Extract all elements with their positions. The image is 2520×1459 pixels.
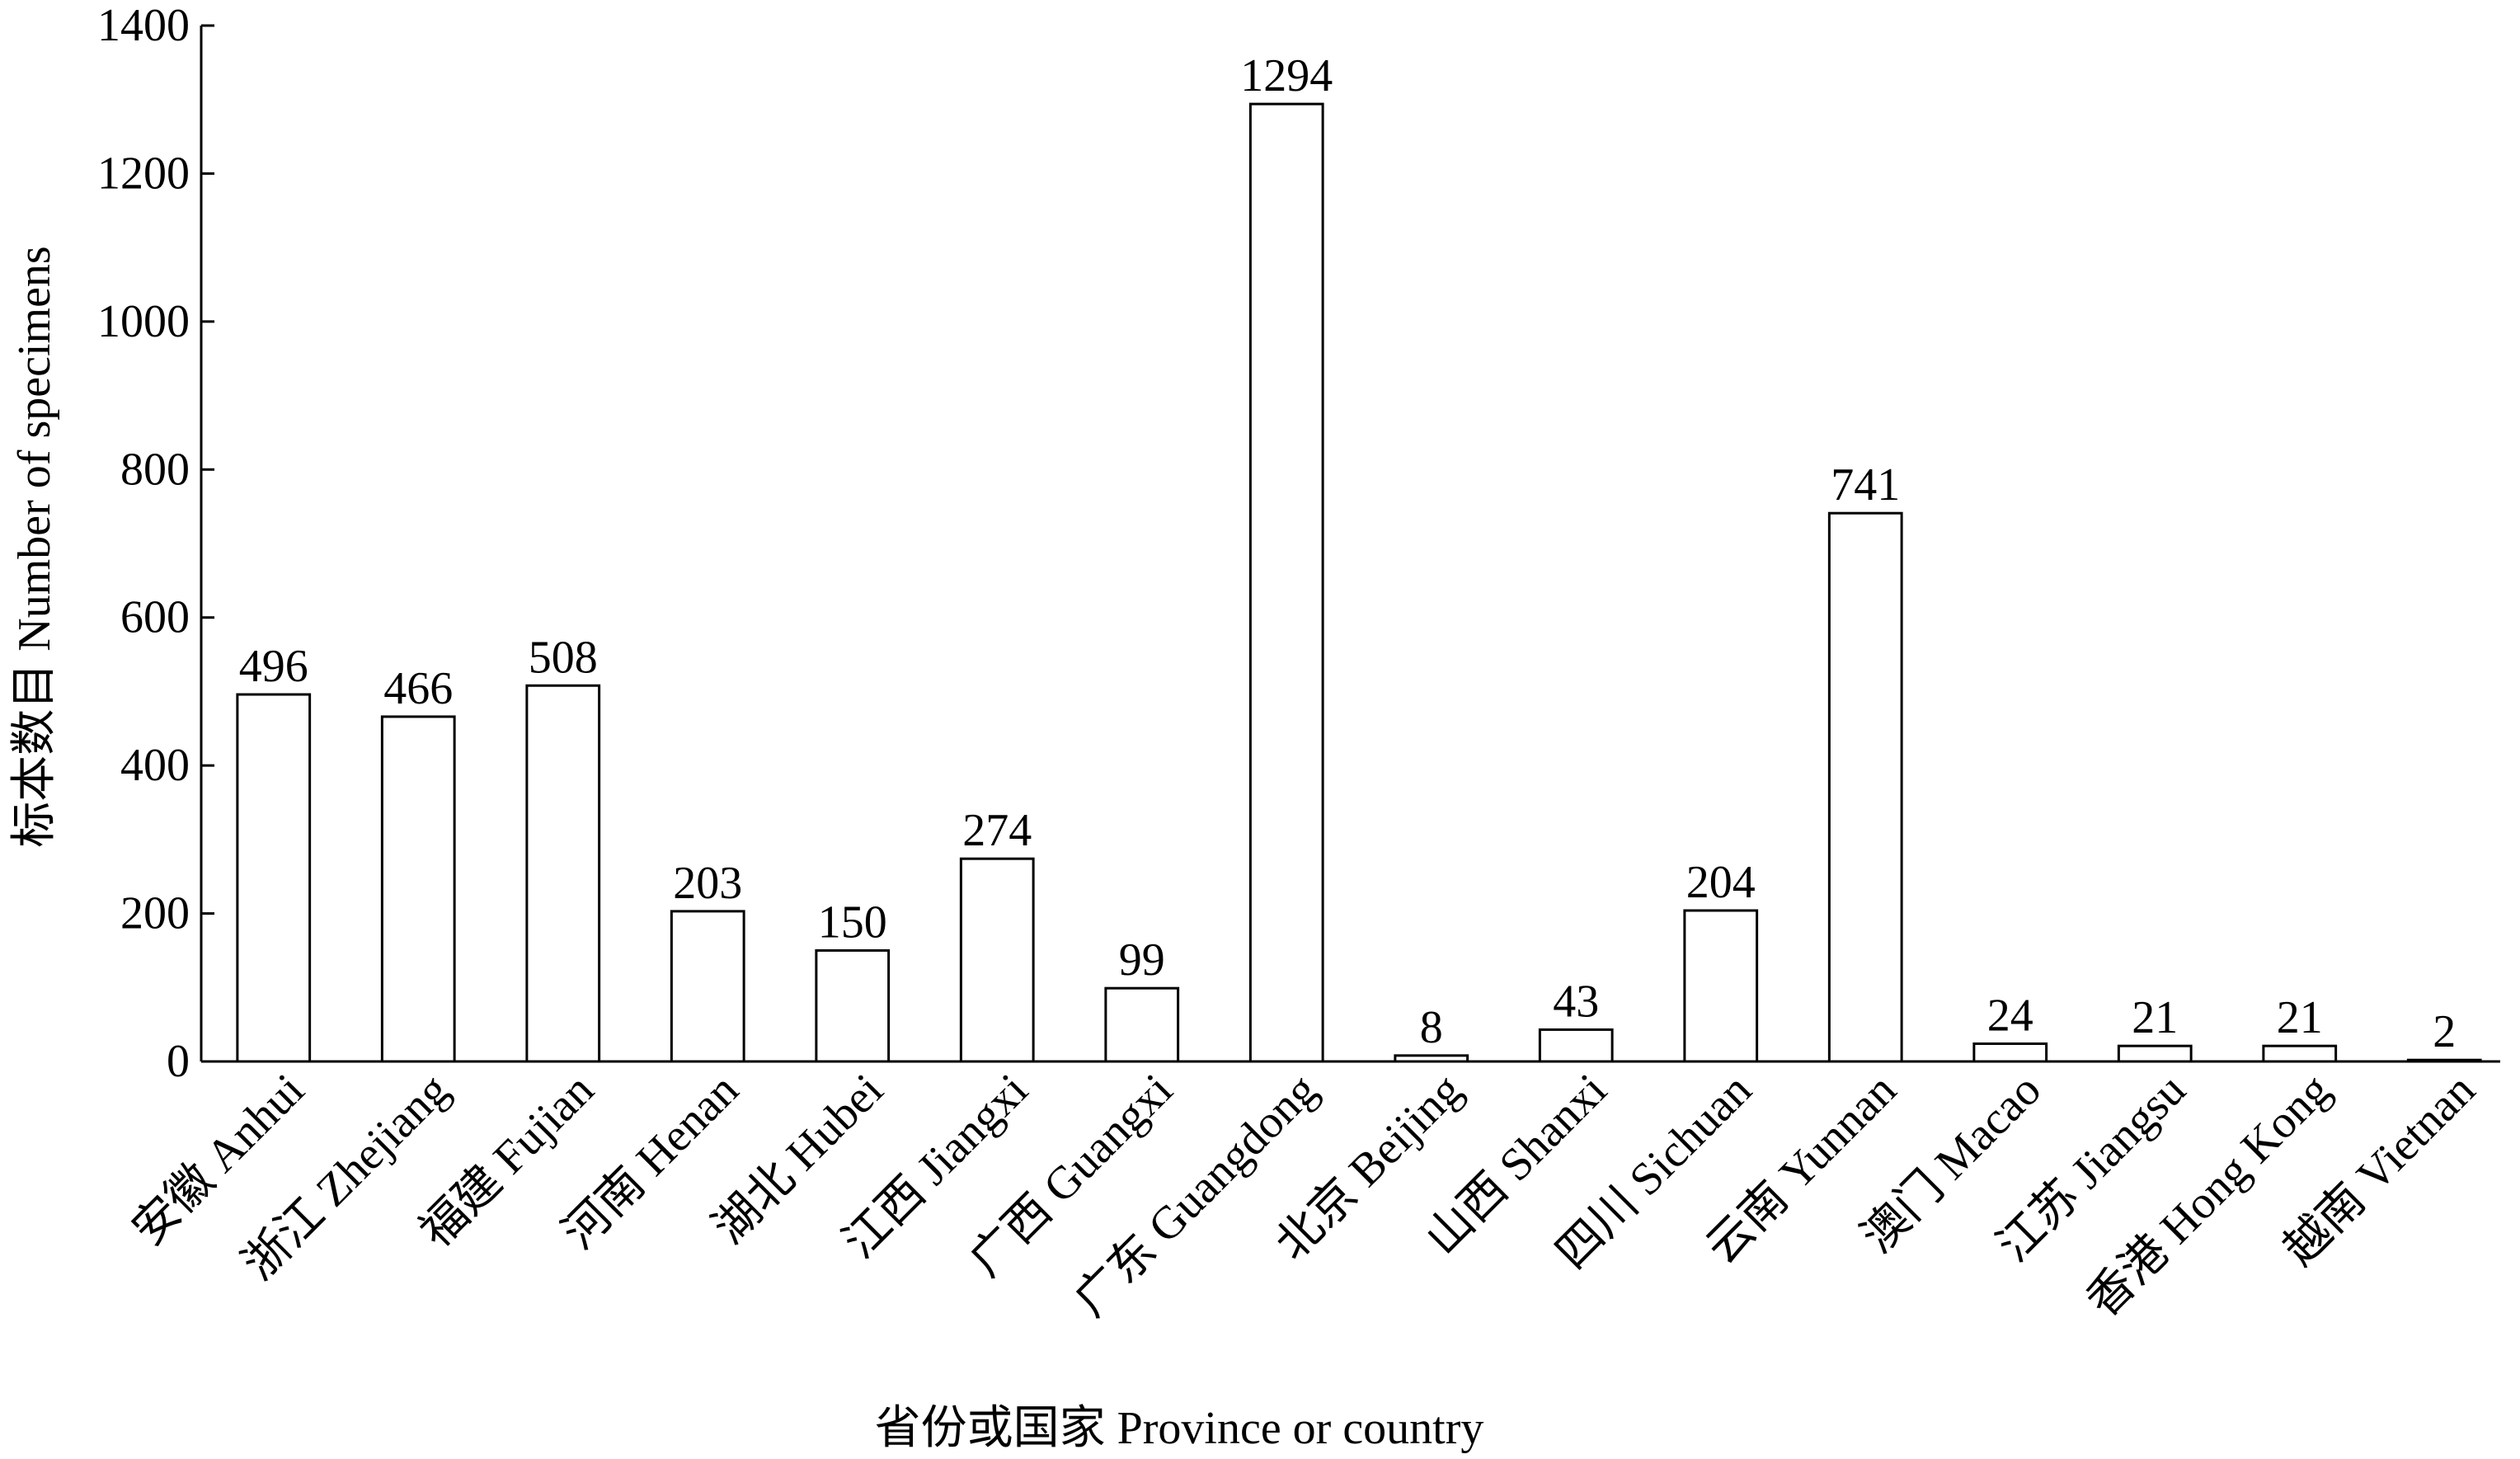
- data-label: 508: [529, 632, 598, 683]
- bar: [1394, 1054, 1469, 1063]
- y-tick-label: 400: [120, 740, 190, 791]
- bar: [236, 693, 312, 1063]
- bar: [525, 684, 601, 1063]
- data-label: 24: [1987, 990, 2033, 1041]
- data-label: 150: [818, 897, 887, 948]
- bar: [2406, 1058, 2482, 1063]
- data-label: 466: [383, 663, 453, 714]
- data-label: 43: [1553, 976, 1599, 1027]
- bar: [1538, 1028, 1614, 1063]
- data-label: 204: [1686, 857, 1756, 908]
- bar: [1248, 102, 1324, 1063]
- y-tick-label: 0: [167, 1036, 190, 1087]
- y-tick-label: 200: [120, 888, 190, 939]
- x-tick-label: 香港 Hong Kong: [2077, 1064, 2340, 1327]
- bar: [815, 948, 891, 1063]
- bar: [1683, 909, 1759, 1063]
- data-label: 8: [1420, 1002, 1443, 1053]
- y-tick-label: 1400: [97, 0, 190, 51]
- bar: [2262, 1044, 2338, 1063]
- data-label: 496: [239, 641, 308, 692]
- bar: [1104, 986, 1180, 1063]
- bar: [670, 910, 745, 1063]
- x-axis-title: 省份或国家 Province or country: [875, 1403, 1484, 1454]
- y-tick-label: 1200: [97, 148, 190, 199]
- y-tick-label: 600: [120, 592, 190, 643]
- bar: [1827, 511, 1903, 1063]
- bar: [2117, 1044, 2193, 1063]
- data-label: 2: [2433, 1006, 2456, 1057]
- data-label: 99: [1119, 934, 1165, 986]
- data-label: 203: [673, 858, 742, 909]
- data-label: 274: [962, 805, 1032, 856]
- bar: [380, 715, 456, 1063]
- x-tick-label: 广东 Guangdong: [1065, 1064, 1328, 1326]
- y-axis-title: 标本数目 Number of specimens: [9, 246, 60, 847]
- y-tick-label: 800: [120, 444, 190, 495]
- data-label: 21: [2132, 992, 2178, 1043]
- y-tick-label: 1000: [97, 296, 190, 347]
- data-label: 1294: [1240, 50, 1333, 101]
- bar: [959, 857, 1035, 1063]
- bar: [1972, 1042, 2048, 1063]
- data-label: 741: [1831, 459, 1900, 511]
- data-label: 21: [2277, 992, 2323, 1043]
